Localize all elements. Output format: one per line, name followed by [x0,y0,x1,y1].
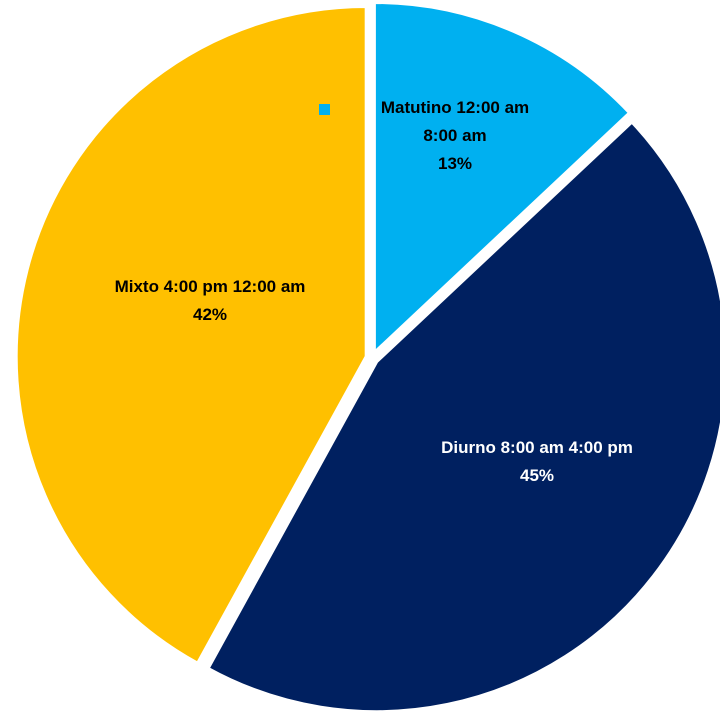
slice-label-2-line-0: Mixto 4:00 pm 12:00 am [115,277,306,296]
slice-label-1: Diurno 8:00 am 4:00 pm 45% [441,438,633,485]
slice-label-0-line-1: 8:00 am [423,126,486,145]
slice-label-1-line-0: Diurno 8:00 am 4:00 pm [441,438,633,457]
slice-label-2: Mixto 4:00 pm 12:00 am 42% [115,277,306,324]
pie-slice-1 [206,119,720,711]
slice-label-2-line-1: 42% [193,305,227,324]
slice-label-0-line-2: 13% [438,154,472,173]
slice-label-0-line-0: Matutino 12:00 am [381,98,529,117]
pie-slices [14,0,720,711]
slice-label-0: Matutino 12:00 am 8:00 am 13% [381,98,529,173]
slice-label-1-line-1: 45% [520,466,554,485]
slice-labels: Matutino 12:00 am 8:00 am 13% Diurno 8:00 a… [115,98,633,485]
legend-marker-matutino [319,104,330,115]
pie-slice-0 [372,0,632,356]
pie-slice-2 [14,5,368,666]
